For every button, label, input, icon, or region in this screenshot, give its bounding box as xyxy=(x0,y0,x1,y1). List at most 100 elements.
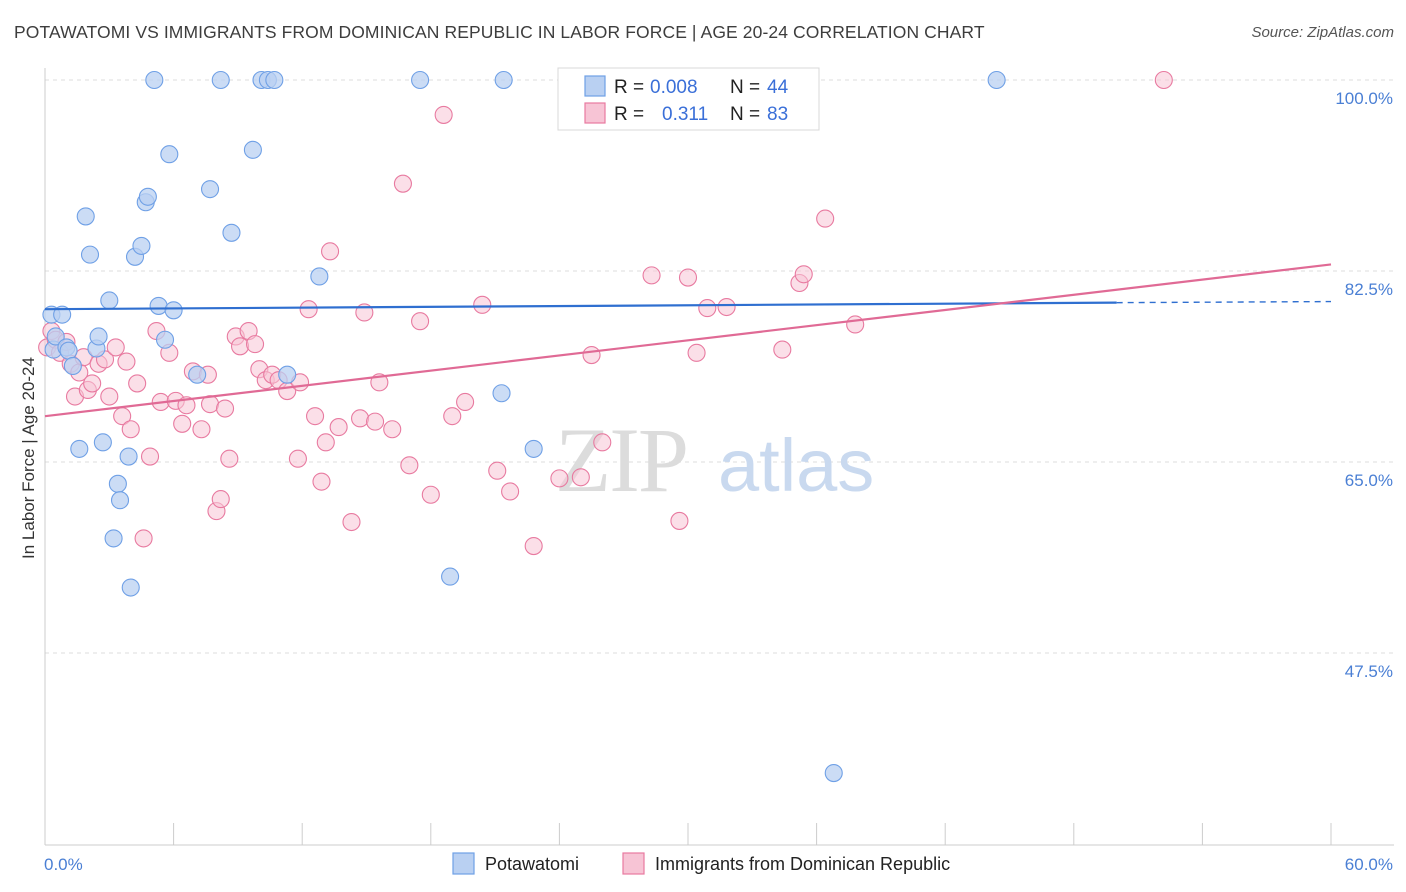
potawatomi-point-23 xyxy=(149,296,168,315)
dominican-point-82 xyxy=(816,209,835,228)
potawatomi-point-22 xyxy=(145,70,164,90)
trend-line-potawatomi xyxy=(44,301,1117,311)
trend-lines xyxy=(44,263,1332,418)
dominican-point-16 xyxy=(117,352,136,371)
dominican-point-77 xyxy=(698,299,717,318)
potawatomi-point-43 xyxy=(824,764,843,783)
potawatomi-point-38 xyxy=(411,70,430,90)
dominican-point-34 xyxy=(220,449,239,468)
potawatomi-point-28 xyxy=(188,365,207,384)
axes xyxy=(44,68,1394,846)
legend-swatch-dominican xyxy=(584,102,606,124)
legend-n-label: N = xyxy=(730,77,760,98)
potawatomi-point-21 xyxy=(138,187,157,206)
dominican-point-13 xyxy=(100,387,119,406)
trend-line-dominican xyxy=(44,263,1332,418)
source-label: Source: ZipAtlas.com xyxy=(1251,24,1394,41)
dominican-point-58 xyxy=(393,174,412,193)
y-tick-labels: 47.5% 65.0% 82.5% 100.0% xyxy=(1335,89,1393,681)
series-dominican-points xyxy=(38,70,1173,556)
potawatomi-point-36 xyxy=(278,365,297,384)
legend-n-value-dominican: 83 xyxy=(767,104,788,125)
gridlines xyxy=(45,79,1394,654)
dominican-point-53 xyxy=(351,409,370,428)
potawatomi-point-11 xyxy=(89,327,108,346)
potawatomi-point-9 xyxy=(80,245,100,264)
dominican-point-47 xyxy=(306,407,325,426)
x-tick-label-min: 0.0% xyxy=(44,855,83,874)
dominican-point-51 xyxy=(329,418,348,437)
potawatomi-point-27 xyxy=(121,578,140,597)
potawatomi-point-5 xyxy=(59,341,78,360)
dominican-point-73 xyxy=(642,266,661,285)
bottom-legend-swatch-dominican xyxy=(622,852,645,875)
potawatomi-point-24 xyxy=(155,330,175,349)
dominican-point-17 xyxy=(121,420,140,439)
dominican-point-79 xyxy=(773,340,792,359)
dominican-point-14 xyxy=(106,338,125,357)
trend-line-potawatomi-extension xyxy=(1116,300,1332,304)
dominican-point-66 xyxy=(488,461,507,480)
legend-r-label: R = xyxy=(614,77,644,98)
potawatomi-point-3 xyxy=(53,305,72,324)
legend-n-label-2: N = xyxy=(730,104,760,125)
dominican-point-28 xyxy=(192,420,211,439)
potawatomi-point-44 xyxy=(987,70,1006,90)
dominican-point-70 xyxy=(571,468,590,487)
top-legend: R = 0.008 N = 44 R = 0.311 N = 83 xyxy=(557,67,820,131)
dominican-point-69 xyxy=(550,469,569,488)
dominican-point-75 xyxy=(678,268,698,287)
potawatomi-point-26 xyxy=(164,301,183,320)
legend-r-value-potawatomi: 0.008 xyxy=(650,77,698,98)
potawatomi-point-15 xyxy=(108,474,127,493)
watermark-zip: ZIP xyxy=(555,409,687,511)
y-tick-label-2: 82.5% xyxy=(1345,280,1393,299)
potawatomi-point-2 xyxy=(46,327,65,346)
dominican-point-33 xyxy=(215,399,235,418)
x-tick-labels: 0.0% 60.0% xyxy=(44,855,1393,874)
dominican-point-65 xyxy=(473,295,492,314)
bottom-legend-swatch-potawatomi xyxy=(452,852,475,875)
y-tick-label-0: 47.5% xyxy=(1345,662,1393,681)
legend-r-label-2: R = xyxy=(614,104,644,125)
y-axis-label: In Labor Force | Age 20-24 xyxy=(19,357,38,559)
potawatomi-point-31 xyxy=(222,223,241,242)
chart-title: POTAWATOMI VS IMMIGRANTS FROM DOMINICAN … xyxy=(14,22,985,42)
watermark-atlas: atlas xyxy=(718,424,874,507)
dominican-point-63 xyxy=(443,407,462,426)
dominican-point-48 xyxy=(312,472,331,491)
potawatomi-point-16 xyxy=(110,491,130,510)
y-tick-label-1: 65.0% xyxy=(1345,471,1393,490)
bottom-legend-label-dominican: Immigrants from Dominican Republic xyxy=(655,854,950,874)
dominican-point-81 xyxy=(794,265,813,284)
dominican-point-61 xyxy=(421,485,440,504)
dominican-point-10 xyxy=(83,374,102,393)
dominican-point-20 xyxy=(140,447,160,466)
dominican-point-19 xyxy=(134,529,153,548)
dominican-point-84 xyxy=(1154,70,1173,90)
potawatomi-point-14 xyxy=(104,529,123,548)
dominican-point-76 xyxy=(687,343,706,362)
potawatomi-point-8 xyxy=(76,207,95,226)
bottom-legend: Potawatomi Immigrants from Dominican Rep… xyxy=(452,852,950,875)
dominican-point-32 xyxy=(211,490,230,509)
potawatomi-point-12 xyxy=(93,433,112,452)
dominican-point-68 xyxy=(524,536,543,556)
dominican-point-46 xyxy=(299,300,318,319)
dominican-point-59 xyxy=(400,456,419,475)
dominican-point-50 xyxy=(321,242,340,261)
legend-swatch-potawatomi xyxy=(584,75,606,97)
potawatomi-point-19 xyxy=(132,236,151,255)
potawatomi-point-32 xyxy=(243,140,262,159)
dominican-point-67 xyxy=(501,482,520,501)
dominican-point-49 xyxy=(316,433,335,452)
dominican-point-38 xyxy=(245,335,265,354)
bottom-legend-label-potawatomi: Potawatomi xyxy=(485,854,579,874)
dominican-point-72 xyxy=(593,433,612,452)
potawatomi-point-13 xyxy=(100,291,119,310)
potawatomi-point-7 xyxy=(70,439,89,458)
series-potawatomi-points xyxy=(42,70,1006,783)
potawatomi-point-40 xyxy=(494,70,513,90)
potawatomi-point-39 xyxy=(441,567,460,586)
potawatomi-point-37 xyxy=(310,267,329,286)
